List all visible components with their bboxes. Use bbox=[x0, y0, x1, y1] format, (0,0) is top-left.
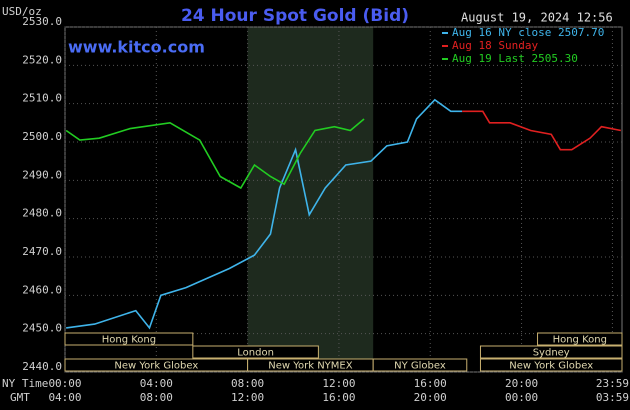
x-tick-label: 16:00 bbox=[414, 377, 447, 390]
x2-tick-label: 00:00 bbox=[505, 391, 538, 404]
session-box bbox=[64, 332, 194, 346]
legend-label: Aug 19 Last 2505.30 bbox=[452, 52, 578, 65]
x-tick-label: 12:00 bbox=[322, 377, 355, 390]
session-label: New York Globex bbox=[114, 361, 198, 372]
x2-tick-label: 03:59 bbox=[596, 391, 629, 404]
session-box bbox=[192, 345, 319, 359]
x-tick-label: 00:00 bbox=[48, 377, 81, 390]
x-tick-label: 04:00 bbox=[140, 377, 173, 390]
session-box bbox=[537, 332, 623, 346]
x2-tick-label: 16:00 bbox=[322, 391, 355, 404]
session-label: New York NYMEX bbox=[268, 361, 353, 372]
session-label: Hong Kong bbox=[553, 335, 607, 346]
y-tick-label: 2470.0 bbox=[22, 245, 62, 258]
y-tick-label: 2460.0 bbox=[22, 283, 62, 296]
session-label: NY Globex bbox=[394, 361, 446, 372]
y-tick-label: 2520.0 bbox=[22, 53, 62, 66]
legend-label: Aug 18 Sunday bbox=[452, 39, 538, 52]
x-tick-label: 23:59 bbox=[596, 377, 629, 390]
x2-tick-label: 08:00 bbox=[140, 391, 173, 404]
x2-tick-label: 12:00 bbox=[231, 391, 264, 404]
y-tick-label: 2530.0 bbox=[22, 15, 62, 28]
price-line bbox=[462, 110, 622, 151]
x2-axis-label: GMT bbox=[10, 391, 30, 404]
session-box bbox=[479, 358, 623, 372]
x2-tick-label: 20:00 bbox=[414, 391, 447, 404]
legend-label: Aug 16 NY close 2507.70 bbox=[452, 26, 604, 39]
y-tick-label: 2490.0 bbox=[22, 168, 62, 181]
x2-tick-label: 04:00 bbox=[48, 391, 81, 404]
y-tick-label: 2500.0 bbox=[22, 130, 62, 143]
y-axis-label: USD/oz bbox=[2, 5, 42, 18]
x-tick-label: 08:00 bbox=[231, 377, 264, 390]
session-box bbox=[372, 358, 468, 372]
y-tick-label: 2450.0 bbox=[22, 322, 62, 335]
timestamp: August 19, 2024 12:56 bbox=[461, 11, 613, 25]
session-label: London bbox=[237, 348, 274, 359]
session-band bbox=[247, 27, 374, 372]
x-axis-label: NY Time bbox=[2, 377, 48, 390]
price-line bbox=[65, 118, 365, 190]
x-tick-label: 20:00 bbox=[505, 377, 538, 390]
session-label: New York Globex bbox=[509, 361, 593, 372]
plot bbox=[64, 26, 623, 373]
session-label: Sydney bbox=[533, 348, 570, 359]
session-box bbox=[479, 345, 623, 359]
price-line bbox=[66, 98, 463, 330]
y-tick-label: 2480.0 bbox=[22, 207, 62, 220]
session-label: Hong Kong bbox=[102, 335, 156, 346]
website: www.kitco.com bbox=[68, 38, 205, 57]
y-tick-label: 2510.0 bbox=[22, 92, 62, 105]
y-tick-label: 2440.0 bbox=[22, 360, 62, 373]
chart-title: 24 Hour Spot Gold (Bid) bbox=[181, 6, 409, 26]
